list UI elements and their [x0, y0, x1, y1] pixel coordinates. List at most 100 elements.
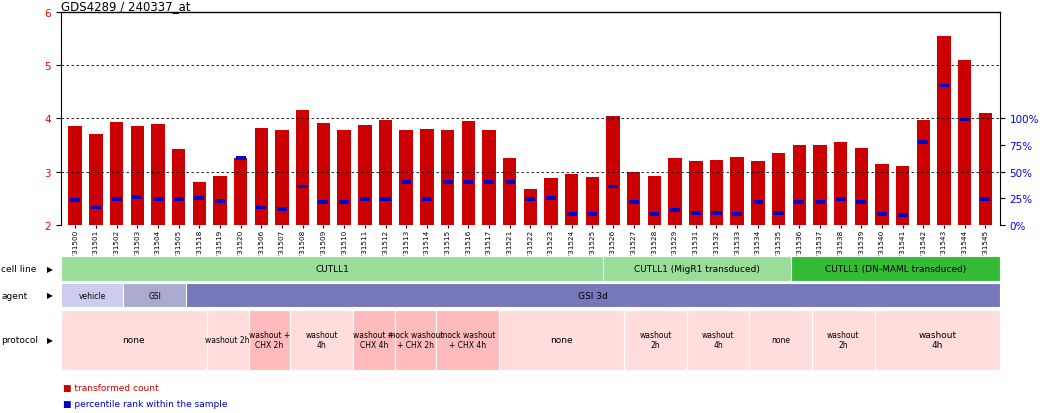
Bar: [566, 213, 577, 216]
Text: mock washout
+ CHX 4h: mock washout + CHX 4h: [440, 330, 495, 349]
Bar: [753, 201, 763, 205]
Bar: [401, 181, 411, 185]
Bar: [400, 131, 413, 225]
Text: washout
2h: washout 2h: [640, 330, 672, 349]
Bar: [670, 209, 681, 212]
Bar: [215, 199, 225, 203]
Bar: [937, 37, 951, 225]
Bar: [236, 157, 246, 161]
Bar: [836, 198, 846, 202]
Bar: [772, 154, 785, 225]
Bar: [585, 178, 599, 225]
Text: washout
4h: washout 4h: [918, 330, 956, 349]
Bar: [89, 135, 103, 225]
Text: vehicle: vehicle: [79, 291, 106, 300]
Bar: [544, 178, 558, 225]
Text: protocol: protocol: [1, 335, 38, 344]
Text: ▶: ▶: [47, 335, 53, 344]
Bar: [687, 310, 750, 370]
Bar: [624, 310, 687, 370]
Bar: [774, 211, 783, 215]
Text: washout +
CHX 2h: washout + CHX 2h: [249, 330, 290, 349]
Text: GSI: GSI: [149, 291, 161, 300]
Bar: [980, 198, 990, 202]
Bar: [731, 157, 743, 225]
Bar: [61, 283, 124, 308]
Bar: [897, 214, 908, 217]
Bar: [874, 310, 1000, 370]
Text: ▶: ▶: [47, 291, 53, 300]
Bar: [526, 198, 535, 202]
Bar: [958, 61, 972, 225]
Bar: [68, 127, 82, 225]
Bar: [61, 310, 207, 370]
Bar: [545, 197, 556, 200]
Bar: [668, 159, 682, 225]
Bar: [297, 185, 308, 189]
Bar: [565, 175, 578, 225]
Bar: [296, 111, 310, 225]
Bar: [608, 185, 618, 189]
Bar: [691, 211, 700, 215]
Bar: [649, 213, 660, 216]
Text: washout
4h: washout 4h: [306, 330, 338, 349]
Bar: [812, 310, 874, 370]
Bar: [277, 207, 287, 211]
Bar: [186, 283, 1000, 308]
Bar: [379, 120, 393, 225]
Bar: [358, 126, 372, 225]
Bar: [710, 161, 723, 225]
Bar: [856, 201, 866, 205]
Text: GSI 3d: GSI 3d: [578, 291, 608, 300]
Bar: [61, 256, 603, 282]
Text: agent: agent: [1, 291, 27, 300]
Bar: [422, 198, 432, 202]
Bar: [793, 146, 806, 225]
Text: washout +
CHX 4h: washout + CHX 4h: [353, 330, 395, 349]
Bar: [254, 129, 268, 225]
Text: ▶: ▶: [47, 264, 53, 273]
Bar: [750, 310, 812, 370]
Bar: [124, 283, 186, 308]
Bar: [648, 176, 661, 225]
Bar: [360, 198, 370, 202]
Bar: [524, 189, 537, 225]
Text: washout
4h: washout 4h: [701, 330, 734, 349]
Bar: [151, 124, 164, 225]
Bar: [484, 181, 494, 185]
Text: washout
2h: washout 2h: [827, 330, 860, 349]
Bar: [395, 310, 437, 370]
Bar: [483, 131, 495, 225]
Bar: [257, 206, 266, 210]
Bar: [110, 123, 124, 225]
Bar: [603, 256, 792, 282]
Text: CUTLL1 (MigR1 transduced): CUTLL1 (MigR1 transduced): [634, 264, 760, 273]
Bar: [195, 197, 204, 200]
Bar: [979, 114, 993, 225]
Bar: [91, 206, 101, 210]
Bar: [339, 201, 349, 205]
Bar: [916, 120, 930, 225]
Bar: [437, 310, 499, 370]
Text: none: none: [122, 335, 146, 344]
Bar: [112, 198, 121, 202]
Bar: [712, 211, 721, 215]
Bar: [833, 143, 847, 225]
Bar: [628, 201, 639, 205]
Bar: [689, 161, 703, 225]
Bar: [174, 198, 183, 202]
Bar: [960, 119, 970, 122]
Bar: [939, 84, 949, 88]
Bar: [462, 122, 475, 225]
Bar: [463, 181, 473, 185]
Text: mock washout
+ CHX 2h: mock washout + CHX 2h: [387, 330, 443, 349]
Bar: [318, 201, 329, 205]
Bar: [441, 131, 454, 225]
Bar: [792, 256, 1000, 282]
Bar: [153, 198, 163, 202]
Bar: [353, 310, 395, 370]
Bar: [732, 213, 742, 216]
Text: ■ percentile rank within the sample: ■ percentile rank within the sample: [63, 399, 227, 408]
Bar: [337, 131, 351, 225]
Bar: [290, 310, 353, 370]
